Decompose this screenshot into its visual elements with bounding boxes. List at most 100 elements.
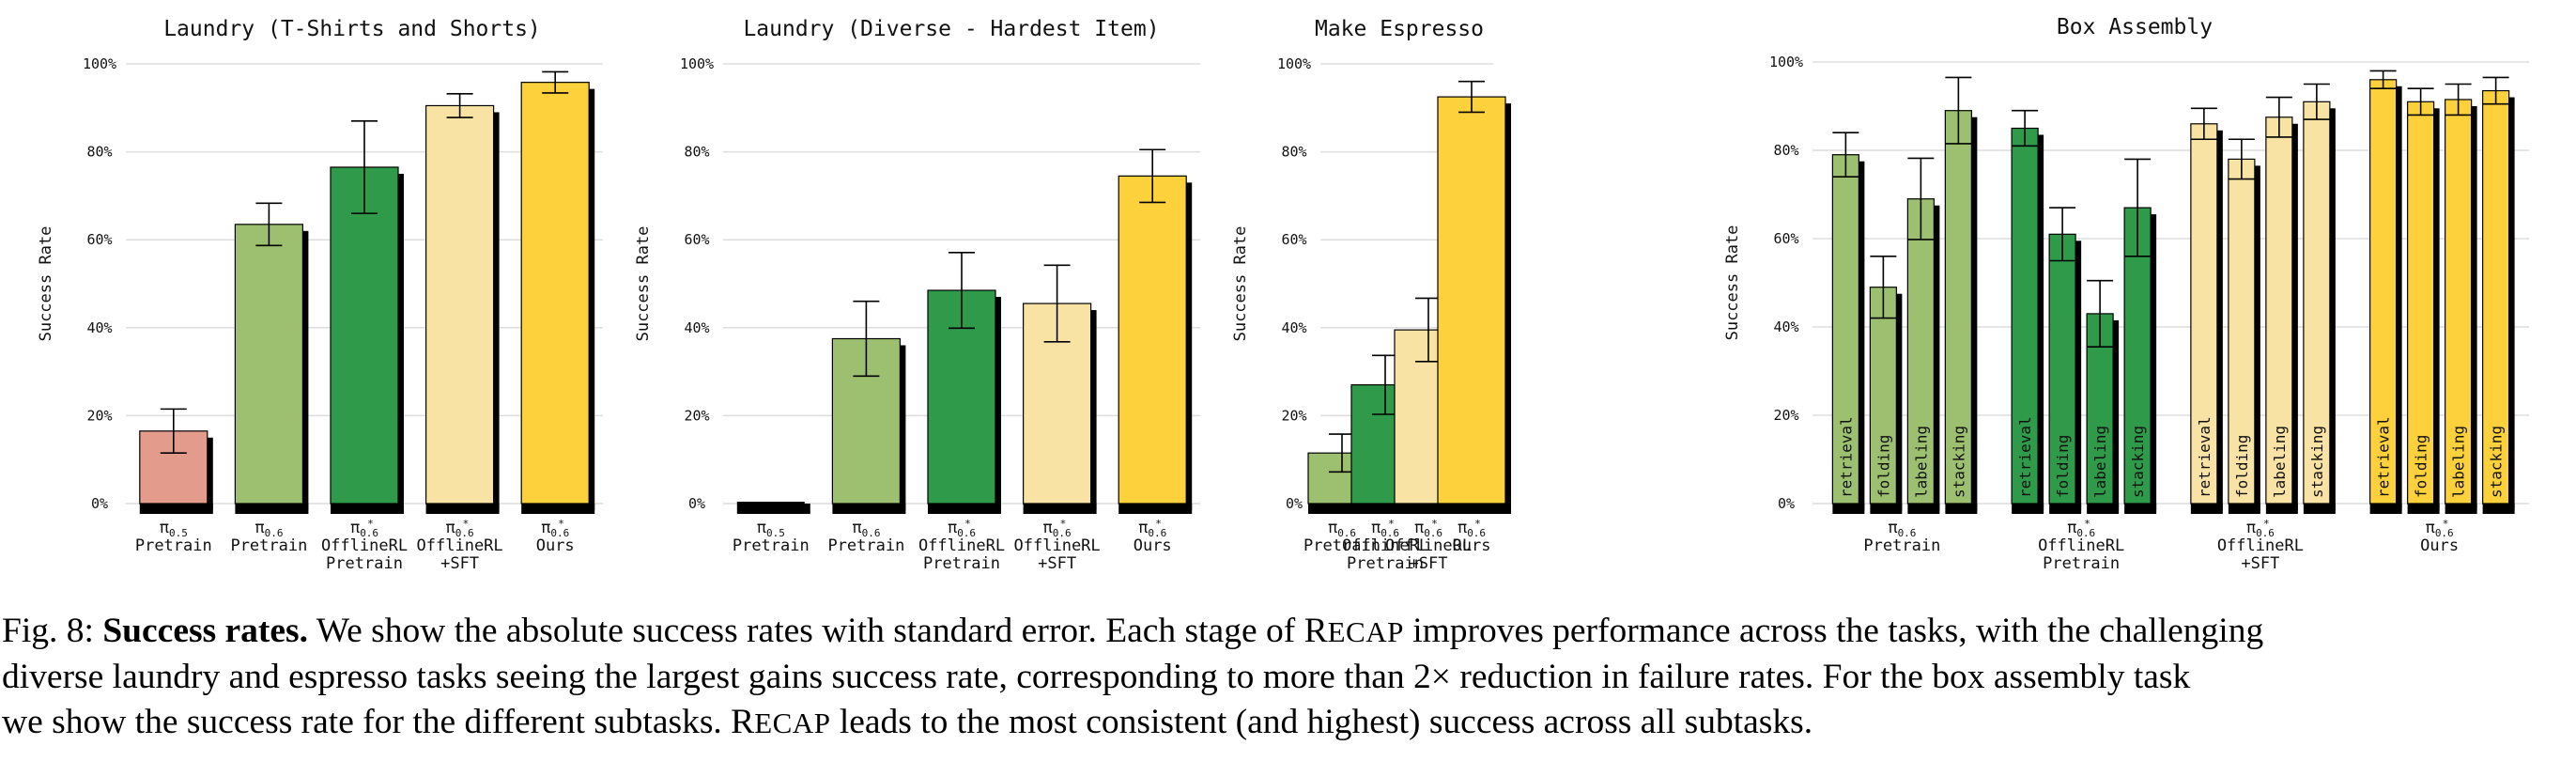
bar-base: [2482, 504, 2515, 514]
x-tick-label: OfflineRL: [1385, 536, 1472, 555]
y-tick-label: 0%: [1286, 495, 1303, 512]
chart-title: Make Espresso: [1315, 17, 1484, 41]
x-tick-model: π0.5: [757, 519, 785, 539]
bar-base: [2228, 504, 2260, 514]
success-rates-figure: 0% 20% 40% 60% 80% 100% Laundry (T-Shirts and …: [37, 15, 2529, 573]
x-tick-model: π0.6*: [948, 518, 976, 539]
bar-base: [2303, 504, 2336, 514]
bar-base: [928, 504, 1001, 514]
x-tick-model: π0.6*: [541, 518, 569, 539]
subtask-label: labeling: [2091, 426, 2109, 498]
chart-title: Box Assembly: [2057, 15, 2213, 39]
bar-base: [425, 504, 500, 514]
bar: [2228, 158, 2256, 505]
y-tick-label: 20%: [86, 407, 112, 424]
y-tick-label: 80%: [86, 144, 112, 161]
bar-base: [1395, 504, 1468, 514]
subtask-label: stacking: [2308, 426, 2326, 498]
bar-base: [736, 504, 810, 514]
caption-recap-rest: ECAP: [1327, 615, 1404, 648]
subtask-label: folding: [2413, 435, 2430, 498]
caption-text-3-end: leads to the most consistent (and highes…: [830, 703, 1813, 741]
figure-caption: Fig. 8: Success rates. We show the absol…: [2, 609, 2571, 746]
y-axis-label: Success Rate: [634, 226, 653, 342]
x-tick-label: OfflineRL: [417, 536, 503, 555]
y-tick-label: 60%: [1773, 230, 1798, 247]
y-axis-label: Success Rate: [37, 226, 55, 342]
y-tick-label: 0%: [91, 495, 108, 512]
caption-line-2: diverse laundry and espresso tasks seein…: [2, 658, 2191, 696]
x-tick-label: +SFT: [440, 554, 479, 573]
y-tick-label: 20%: [684, 407, 709, 424]
caption-line-3: we show the success rate for the differe…: [2, 700, 2571, 746]
y-tick-label: 60%: [684, 231, 709, 248]
bar-base: [139, 504, 213, 514]
caption-text-1: We show the absolute success rates with …: [308, 612, 1304, 650]
x-tick-model: π0.6: [852, 519, 880, 539]
bar: [2190, 123, 2218, 505]
bar-base: [1023, 504, 1097, 514]
x-tick-model: π0.6*: [2426, 518, 2454, 539]
subtask-label: stacking: [1950, 426, 1967, 498]
bar: [234, 224, 303, 505]
subtask-label: folding: [2054, 435, 2072, 498]
y-tick-label: 100%: [1277, 55, 1311, 72]
y-tick-label: 60%: [1281, 231, 1306, 248]
caption-prefix: Fig. 8:: [2, 612, 103, 650]
bar-base: [1907, 504, 1940, 514]
x-tick-model: π0.6: [255, 519, 283, 539]
caption-bold-title: Success rates.: [102, 612, 309, 650]
subtask-label: folding: [2233, 435, 2251, 498]
bar: [1831, 154, 1859, 505]
bar: [1118, 175, 1187, 505]
bar: [2011, 127, 2039, 505]
y-tick-label: 100%: [680, 55, 714, 72]
x-tick-label: +SFT: [2241, 554, 2279, 573]
x-tick-label: OfflineRL: [2217, 536, 2304, 555]
bar-base: [1832, 504, 1865, 514]
x-tick-model: π0.6*: [1414, 518, 1442, 539]
bar-base: [1945, 504, 1978, 514]
bar-base: [521, 504, 595, 514]
bar-base: [2049, 504, 2082, 514]
subtask-label: stacking: [2488, 426, 2506, 498]
x-tick-label: Ours: [1134, 536, 1172, 555]
bar: [2303, 101, 2331, 505]
bar-base: [1308, 504, 1381, 514]
chart-title: Laundry (Diverse - Hardest Item): [743, 17, 1159, 41]
bar-base: [2190, 504, 2223, 514]
x-tick-model: π0.6*: [2067, 518, 2095, 539]
bar: [425, 104, 495, 505]
x-tick-label: Pretrain: [326, 554, 403, 573]
subtask-label: labeling: [2271, 426, 2289, 498]
x-tick-model: π0.6*: [1043, 518, 1072, 539]
caption-line-1: Fig. 8: Success rates. We show the absol…: [2, 609, 2571, 655]
subtask-label: stacking: [2129, 426, 2147, 498]
bar-base: [1438, 504, 1511, 514]
bar-base: [2124, 504, 2157, 514]
y-tick-label: 100%: [1769, 54, 1803, 70]
x-tick-model: π0.6*: [1371, 518, 1399, 539]
caption-recap-initial-2: R: [731, 703, 755, 741]
x-tick-label: Ours: [1453, 536, 1491, 555]
caption-recap-rest-2: ECAP: [754, 707, 831, 739]
x-tick-label: OfflineRL: [1014, 536, 1101, 555]
bar: [330, 166, 399, 505]
y-tick-label: 20%: [1281, 407, 1306, 424]
x-tick-model: π0.6*: [446, 518, 474, 539]
x-tick-label: Ours: [2420, 536, 2459, 555]
x-tick-label: Pretrain: [230, 536, 307, 555]
x-tick-label: Pretrain: [827, 536, 904, 555]
x-tick-model: π0.6*: [2246, 518, 2275, 539]
bar: [1869, 287, 1897, 505]
x-tick-label: Pretrain: [733, 536, 810, 555]
y-tick-label: 100%: [83, 55, 116, 72]
x-tick-label: Pretrain: [1303, 536, 1381, 555]
x-tick-label: OfflineRL: [918, 536, 1005, 555]
x-tick-model: π0.5: [160, 519, 188, 539]
y-tick-label: 60%: [86, 231, 112, 248]
bar-base: [832, 504, 906, 514]
subtask-label: retrieval: [2196, 416, 2214, 498]
bar-base: [1870, 504, 1903, 514]
subtask-label: retrieval: [2016, 416, 2034, 498]
